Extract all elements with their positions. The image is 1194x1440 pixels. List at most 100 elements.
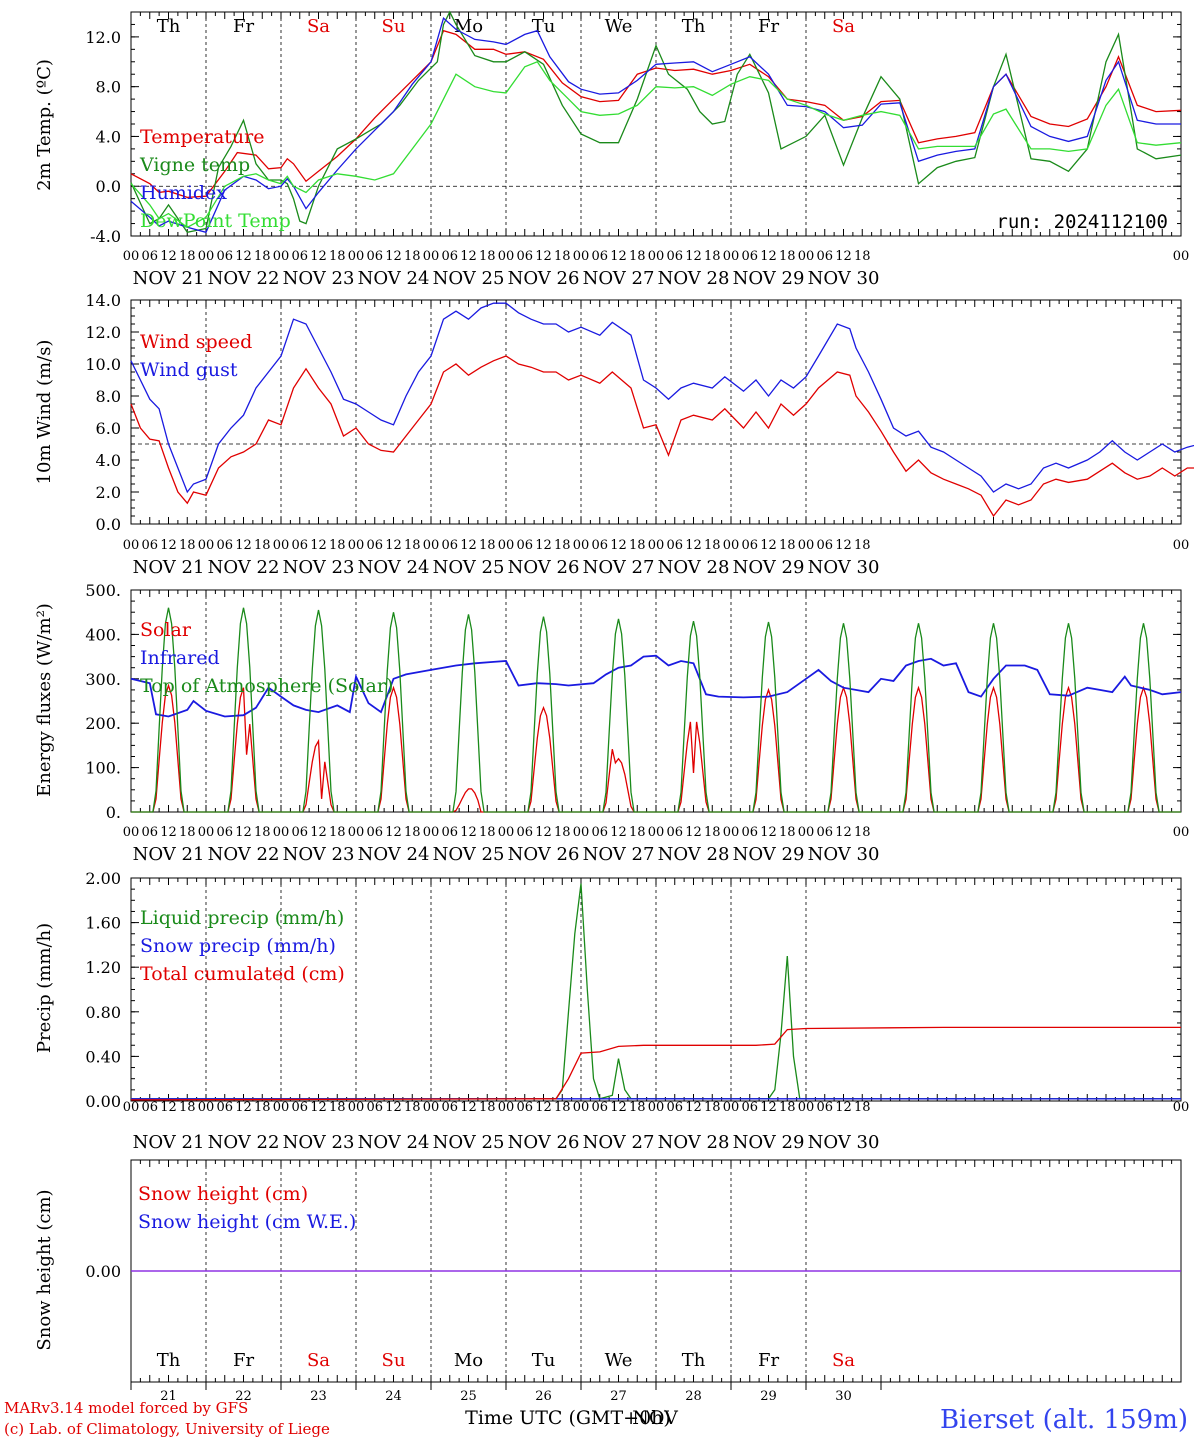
hour-label: 00 — [798, 1100, 815, 1115]
date-label: NOV 24 — [358, 1132, 430, 1153]
day-name: Sa — [832, 1350, 855, 1371]
y-tick-label: 500. — [85, 581, 121, 600]
hour-label: 00 — [123, 825, 140, 840]
hour-label: 00 — [798, 538, 815, 553]
hour-label: 12 — [460, 825, 477, 840]
legend-entry: Solar — [140, 619, 192, 641]
hour-label: 00 — [423, 249, 440, 264]
hour-label: 06 — [216, 538, 233, 553]
y-tick-label: 100. — [85, 759, 121, 778]
hour-label: 06 — [141, 825, 158, 840]
date-label: NOV 24 — [358, 268, 430, 289]
hour-label: 00 — [423, 825, 440, 840]
hour-label: 00 — [273, 825, 290, 840]
hour-label: 12 — [235, 249, 252, 264]
legend-entry: Snow height (cm) — [138, 1183, 308, 1205]
date-label: NOV 24 — [358, 557, 430, 578]
hour-label: 12 — [685, 1100, 702, 1115]
date-label: NOV 23 — [283, 844, 355, 865]
hour-label: 00 — [198, 1100, 215, 1115]
date-label: NOV 29 — [733, 1132, 805, 1153]
x-axis-title-overlay: NOV — [632, 1407, 678, 1429]
hour-label: 18 — [404, 1100, 421, 1115]
y-tick-label: 1.60 — [85, 914, 121, 933]
hour-label: 06 — [216, 1100, 233, 1115]
hour-label: 06 — [816, 538, 833, 553]
y-tick-label: 0.0 — [96, 515, 121, 534]
hour-label: 12 — [160, 538, 177, 553]
hour-label: 12 — [160, 249, 177, 264]
hour-label: 12 — [760, 249, 777, 264]
hour-label: 00 — [198, 538, 215, 553]
date-label: NOV 30 — [808, 557, 880, 578]
y-tick-label: 14.0 — [85, 291, 121, 310]
hour-label: 00 — [498, 538, 515, 553]
hour-label: 18 — [479, 538, 496, 553]
hour-label: 00 — [498, 249, 515, 264]
hour-label: 18 — [779, 249, 796, 264]
hour-label: 00 — [348, 1100, 365, 1115]
date-label: NOV 25 — [433, 844, 505, 865]
model-credit: MARv3.14 model forced by GFS — [4, 1399, 248, 1417]
date-label: NOV 27 — [583, 268, 655, 289]
hour-label: 12 — [760, 825, 777, 840]
date-label: NOV 23 — [283, 557, 355, 578]
hour-label: 06 — [366, 1100, 383, 1115]
hour-label: 06 — [591, 538, 608, 553]
hour-label: 06 — [516, 1100, 533, 1115]
hour-label: 00 — [573, 538, 590, 553]
legend-entry: Liquid precip (mm/h) — [140, 907, 344, 929]
hour-label: 18 — [704, 1100, 721, 1115]
hour-label: 12 — [610, 249, 627, 264]
hour-label: 12 — [535, 825, 552, 840]
hour-label: 12 — [835, 825, 852, 840]
y-tick-label: 0.0 — [96, 177, 121, 196]
series-wind-gust — [130, 302, 1194, 494]
hour-label: 12 — [835, 249, 852, 264]
y-tick-label: 400. — [85, 625, 121, 644]
day-name: Fr — [233, 1350, 254, 1371]
y-tick-label: 4.0 — [96, 451, 121, 470]
y-tick-label: 8.0 — [96, 387, 121, 406]
hour-label: 06 — [591, 825, 608, 840]
legend-entry: Humidex — [140, 182, 227, 204]
date-label: NOV 25 — [433, 1132, 505, 1153]
hour-label: 06 — [666, 1100, 683, 1115]
hour-label: 18 — [629, 249, 646, 264]
run-label: run: 2024112100 — [996, 211, 1168, 233]
date-label: NOV 28 — [658, 557, 730, 578]
date-label: NOV 21 — [133, 1132, 205, 1153]
hour-label: 12 — [535, 249, 552, 264]
hour-label: 06 — [816, 249, 833, 264]
hour-label: 12 — [235, 825, 252, 840]
hour-label: 06 — [366, 825, 383, 840]
date-label: NOV 22 — [208, 557, 280, 578]
hour-label: 12 — [385, 825, 402, 840]
date-label: NOV 26 — [508, 844, 580, 865]
date-label: NOV 27 — [583, 844, 655, 865]
series-wind-speed — [130, 355, 1194, 518]
hour-label: 06 — [741, 1100, 758, 1115]
hour-label: 12 — [610, 1100, 627, 1115]
hour-label: 06 — [666, 249, 683, 264]
y-tick-label: 0.00 — [85, 1262, 121, 1281]
y-tick-label: 12.0 — [85, 28, 121, 47]
hour-label: 06 — [216, 249, 233, 264]
hour-label: 18 — [554, 825, 571, 840]
day-name: Th — [682, 1350, 706, 1371]
hour-label: 18 — [854, 1100, 871, 1115]
y-tick-label: 10.0 — [85, 355, 121, 374]
hour-label: 12 — [310, 825, 327, 840]
date-label: NOV 21 — [133, 844, 205, 865]
date-label: NOV 29 — [733, 844, 805, 865]
hour-label: 00 — [273, 1100, 290, 1115]
hour-label: 06 — [366, 249, 383, 264]
day-number: 27 — [610, 1389, 627, 1404]
legend-entry: Wind gust — [140, 359, 238, 381]
hour-label: 18 — [254, 249, 271, 264]
date-label: NOV 25 — [433, 557, 505, 578]
y-tick-label: 0.80 — [85, 1003, 121, 1022]
hour-label: 00 — [198, 825, 215, 840]
